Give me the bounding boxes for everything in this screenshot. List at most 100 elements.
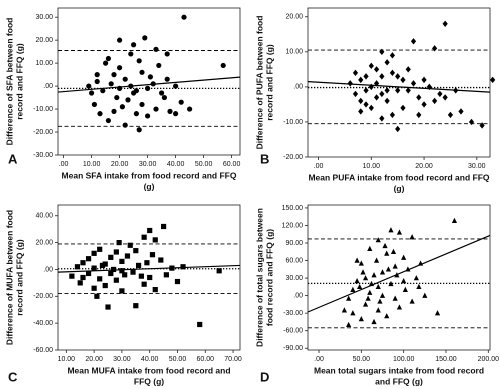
y-tick-label: 20.00	[35, 37, 53, 44]
point	[111, 108, 117, 114]
point	[89, 90, 95, 96]
point	[119, 268, 125, 274]
point	[117, 65, 123, 71]
x-tick-label: 20.00	[85, 356, 103, 363]
x-axis-label: (g)	[144, 181, 155, 191]
point	[135, 262, 142, 269]
x-tick-label: .00	[314, 356, 324, 363]
x-tick-label: .00	[314, 163, 324, 170]
y-tick-label: .00	[43, 83, 53, 90]
point	[85, 256, 92, 262]
point	[74, 264, 81, 270]
point	[395, 125, 401, 133]
y-tick-label: -20.00	[283, 154, 303, 161]
point	[103, 60, 109, 66]
point	[468, 118, 475, 126]
point	[124, 253, 131, 259]
y-axis-label: Difference of MUFA between food	[4, 210, 14, 345]
point	[91, 285, 97, 291]
point	[390, 248, 397, 254]
x-tick-label: 100.00	[393, 356, 415, 363]
point	[352, 90, 359, 98]
point	[133, 111, 139, 117]
y-axis-label: record and FFQ (g)	[14, 43, 24, 120]
point	[69, 273, 75, 279]
point	[388, 280, 394, 287]
point	[367, 289, 373, 295]
x-tick-label: 10.00	[363, 163, 381, 170]
point	[379, 73, 385, 80]
point	[384, 59, 390, 66]
point	[384, 313, 390, 319]
y-axis-label: record and FFQ (g)	[264, 44, 274, 121]
x-tick-label: 40.00	[141, 356, 159, 363]
point	[145, 113, 151, 119]
point	[413, 275, 419, 281]
point	[153, 46, 159, 52]
point	[152, 237, 158, 243]
point	[197, 321, 203, 328]
point	[405, 66, 411, 73]
point	[108, 270, 114, 277]
point	[141, 281, 147, 287]
point	[379, 90, 385, 98]
point	[395, 73, 401, 80]
point	[113, 249, 119, 255]
point	[116, 239, 122, 246]
point	[91, 101, 97, 108]
point	[147, 74, 153, 80]
y-tick-label: .00	[43, 266, 53, 273]
point	[173, 83, 179, 89]
point	[395, 87, 401, 94]
x-axis-label: Mean PUFA intake from food record and FF…	[308, 172, 489, 182]
plot-frame	[57, 204, 241, 351]
point	[142, 35, 148, 41]
point	[379, 269, 386, 275]
point	[149, 252, 156, 258]
regression-line	[307, 81, 491, 93]
point	[363, 101, 369, 108]
point	[368, 104, 374, 112]
point	[363, 87, 369, 94]
point	[105, 55, 111, 62]
point	[117, 37, 123, 43]
point	[158, 257, 164, 263]
x-axis-label: (g)	[394, 183, 405, 193]
y-axis-label: food record and FFQ (g)	[264, 229, 274, 326]
point	[110, 266, 117, 273]
y-tick-label: .00	[293, 84, 303, 91]
point	[220, 62, 226, 69]
point	[131, 42, 137, 48]
point	[490, 76, 496, 84]
panel-label: D	[260, 369, 269, 384]
point	[145, 85, 151, 91]
point	[164, 76, 170, 82]
point	[392, 263, 398, 269]
y-tick-label: -20.00	[33, 129, 53, 136]
y-tick-label: -10.00	[33, 106, 53, 113]
point	[417, 260, 424, 266]
point	[161, 94, 167, 101]
point	[377, 298, 383, 304]
x-tick-label: 20.00	[111, 161, 129, 168]
x-tick-label: 70.00	[224, 356, 242, 363]
y-axis-label: record and FFQ (g)	[14, 239, 24, 316]
x-tick-label: 20.00	[415, 163, 433, 170]
point	[432, 97, 438, 105]
point	[373, 94, 380, 101]
point	[362, 275, 369, 281]
point	[85, 270, 92, 277]
point	[144, 260, 150, 266]
point	[421, 76, 427, 84]
point	[382, 242, 388, 249]
point	[97, 276, 103, 282]
point	[371, 318, 377, 325]
point	[350, 286, 356, 292]
point	[479, 122, 485, 129]
point	[147, 227, 153, 234]
point	[100, 88, 106, 94]
point	[86, 83, 92, 89]
point	[434, 310, 441, 316]
point	[371, 272, 377, 278]
point	[169, 265, 175, 271]
